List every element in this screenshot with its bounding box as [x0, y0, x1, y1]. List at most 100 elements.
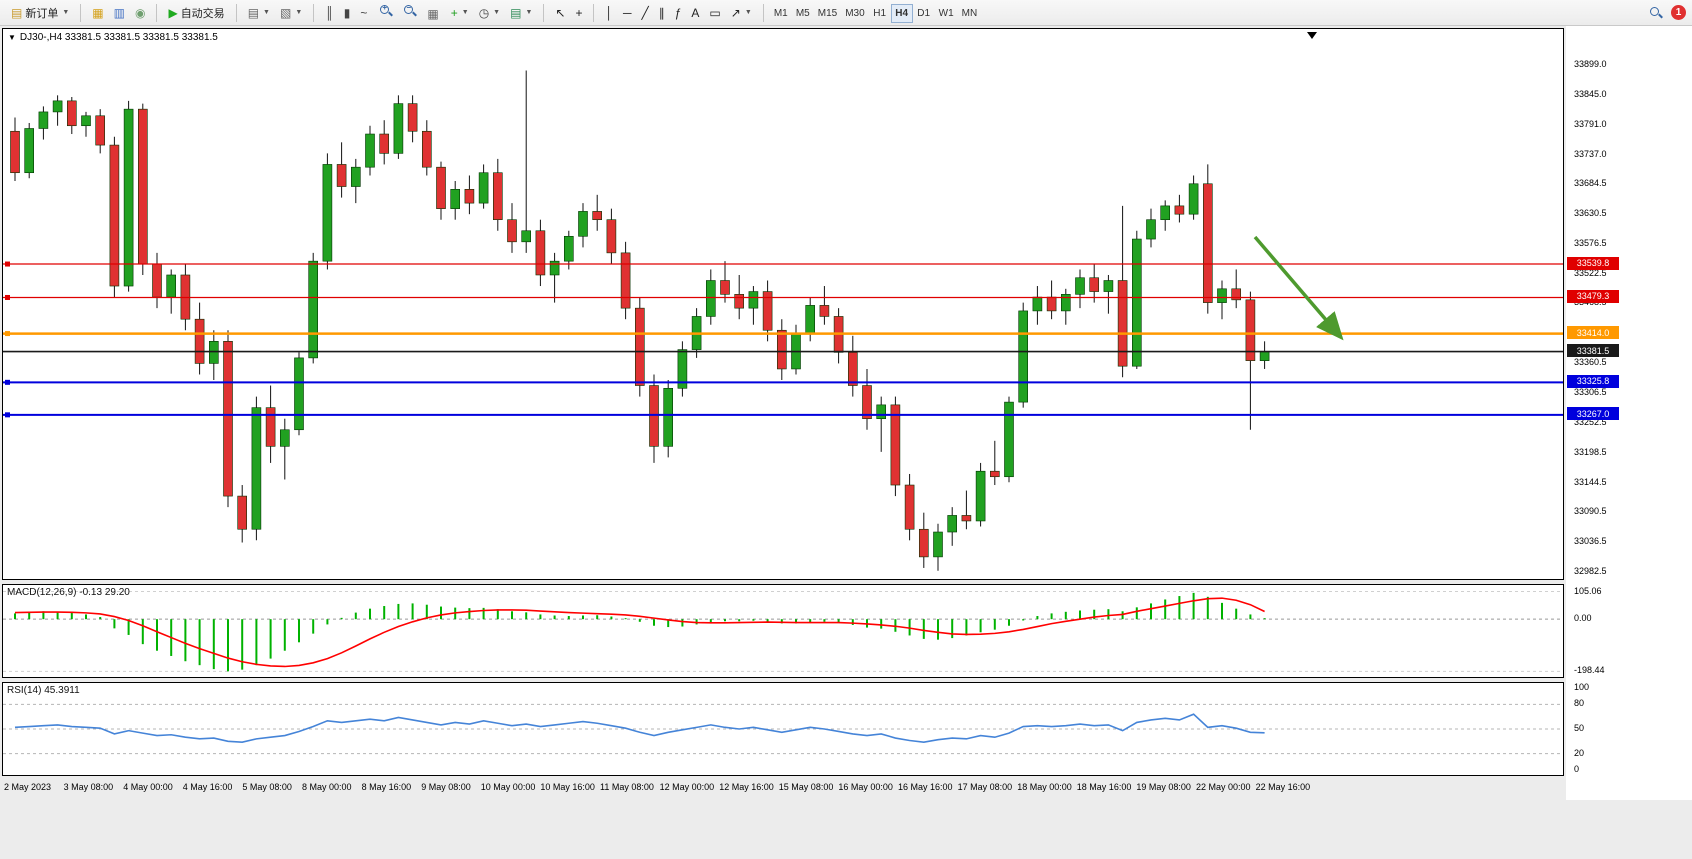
market-watch-icon[interactable]: ▦: [87, 2, 108, 23]
price-tick-label: 33630.5: [1574, 207, 1607, 218]
draw-tools-group: │ ─ ╱ ∥ ƒ A ▭ ↗ ▼: [600, 2, 756, 23]
notification-badge[interactable]: 1: [1671, 5, 1686, 20]
bar-chart-icon[interactable]: ║: [320, 2, 339, 23]
tile-windows-icon[interactable]: ▦: [422, 4, 443, 25]
tile-windows-icon: ▦: [427, 7, 439, 21]
price-tick-label: 33684.5: [1574, 178, 1607, 189]
price-tick-label: 33737.0: [1574, 149, 1607, 160]
horizontal-line-icon: ─: [622, 5, 632, 20]
time-axis-label: 8 May 00:00: [302, 782, 352, 792]
zoom-in-icon[interactable]: +: [374, 1, 398, 22]
timeframe-H1[interactable]: H1: [869, 4, 891, 23]
navigator-icon[interactable]: ◉: [130, 2, 150, 23]
templates-icon[interactable]: ▤ ▼: [505, 2, 537, 23]
time-axis-label: 9 May 08:00: [421, 782, 471, 792]
new-chart-icon[interactable]: ▤ ▼: [243, 2, 275, 23]
fibonacci-icon[interactable]: ƒ: [670, 2, 687, 23]
rsi-axis-label: 0: [1574, 764, 1580, 775]
chevron-down-icon: ▼: [493, 9, 501, 16]
data-window-icon[interactable]: ▥: [109, 2, 130, 23]
label-icon: ▭: [709, 5, 721, 20]
profiles-icon[interactable]: ▧ ▼: [275, 2, 307, 23]
crosshair-icon[interactable]: +: [570, 2, 587, 23]
indicators-icon[interactable]: + ▼: [446, 2, 474, 23]
rsi-chart[interactable]: [3, 683, 1563, 775]
timeframe-H4[interactable]: H4: [890, 3, 913, 23]
macd-label: MACD(12,26,9) -0.13 29.20: [7, 587, 130, 598]
timeframe-M15[interactable]: M15: [814, 4, 841, 23]
periods-icon[interactable]: ◷ ▼: [474, 2, 505, 23]
toolbar-separator: [313, 3, 315, 22]
chart-type-group: ║ ▮ ~: [320, 2, 372, 23]
toolbar-separator: [543, 3, 545, 22]
symbol-dropdown-icon[interactable]: ▼: [8, 33, 16, 42]
zoom-in-icon: +: [379, 3, 393, 18]
chart-shift-icon[interactable]: [1307, 32, 1317, 39]
vertical-line-icon: │: [605, 5, 613, 20]
channel-icon: ∥: [658, 5, 665, 20]
candlestick-chart-icon[interactable]: ▮: [339, 2, 356, 23]
arrows-icon: ↗: [730, 5, 741, 20]
new-order-button[interactable]: ▤ 新订单 ▼: [6, 2, 74, 23]
horizontal-line-icon[interactable]: ─: [618, 2, 637, 23]
text-icon[interactable]: A: [686, 2, 704, 23]
time-axis-label: 22 May 16:00: [1255, 782, 1311, 792]
time-axis-label: 4 May 00:00: [123, 782, 173, 792]
label-icon[interactable]: ▭: [704, 2, 725, 23]
cursor-group: ↖ +: [550, 2, 587, 23]
search-icon[interactable]: [1649, 6, 1663, 20]
new-chart-icon: ▤: [247, 5, 260, 20]
timeframe-M5[interactable]: M5: [792, 4, 814, 23]
rsi-axis-label: 80: [1574, 698, 1585, 709]
candlestick-chart[interactable]: [3, 29, 1563, 579]
vertical-line-icon[interactable]: │: [600, 2, 618, 23]
timeframe-M30[interactable]: M30: [841, 4, 868, 23]
timeframe-W1[interactable]: W1: [935, 4, 958, 23]
channel-icon[interactable]: ∥: [654, 2, 670, 23]
trendline-icon[interactable]: ╱: [636, 2, 653, 23]
price-axis[interactable]: 33899.0 33845.0 33791.0 33737.0 33684.5 33630…: [1566, 26, 1692, 800]
chevron-down-icon: ▼: [263, 9, 270, 16]
cursor-icon[interactable]: ↖: [550, 2, 570, 23]
time-axis-label: 2 May 2023: [4, 782, 52, 792]
zoom-out-icon[interactable]: −: [398, 1, 422, 22]
price-line-badge: 33325.8: [1567, 374, 1619, 388]
new-order-icon: ▤: [11, 5, 23, 20]
price-line-badge: 33381.5: [1567, 344, 1619, 358]
chevron-down-icon: ▼: [62, 9, 70, 16]
time-axis-label: 10 May 16:00: [540, 782, 595, 792]
profiles-icon: ▧: [279, 5, 292, 20]
price-tick-label: 33522.5: [1574, 267, 1607, 278]
trend-arrow-annotation[interactable]: [1253, 235, 1344, 341]
macd-axis-label: 0.00: [1574, 613, 1592, 624]
play-icon: ▶: [168, 5, 178, 20]
time-axis-label: 16 May 00:00: [838, 782, 893, 792]
bar-chart-icon: ║: [325, 5, 334, 20]
auto-trading-button[interactable]: ▶ 自动交易: [163, 2, 229, 23]
line-chart-icon[interactable]: ~: [355, 2, 372, 23]
horizontal-lines[interactable]: [3, 261, 1563, 418]
macd-chart[interactable]: [3, 585, 1563, 677]
price-tick-label: 33144.5: [1574, 476, 1607, 487]
main-price-panel[interactable]: ▼ DJ30-,H4 33381.5 33381.5 33381.5 33381…: [2, 28, 1564, 580]
timeframe-M1[interactable]: M1: [770, 4, 792, 23]
timeframe-D1[interactable]: D1: [913, 4, 935, 23]
chevron-down-icon: ▼: [295, 9, 303, 16]
price-tick-label: 33845.0: [1574, 89, 1607, 100]
time-axis-label: 11 May 08:00: [600, 782, 654, 792]
time-axis[interactable]: 2 May 2023 3 May 08:00 4 May 00:00 4 May 16…: [2, 778, 1564, 798]
zoom-out-icon: −: [403, 3, 417, 18]
arrows-icon[interactable]: ↗ ▼: [726, 2, 757, 23]
rsi-panel[interactable]: RSI(14) 45.3911: [2, 682, 1564, 776]
timeframe-MN[interactable]: MN: [958, 4, 982, 23]
timeframe-group: M1 M5 M15 M30 H1 H4 D1 W1 MN: [770, 3, 981, 23]
fibonacci-icon: ƒ: [674, 5, 682, 20]
rsi-label: RSI(14) 45.3911: [7, 685, 80, 696]
symbol-ohlc-label: ▼ DJ30-,H4 33381.5 33381.5 33381.5 33381…: [8, 32, 218, 43]
price-line-badge: 33414.0: [1567, 326, 1619, 340]
macd-panel[interactable]: MACD(12,26,9) -0.13 29.20: [2, 584, 1564, 678]
crosshair-icon: +: [575, 5, 583, 20]
indicator-tools-group: + ▼ ◷ ▼ ▤ ▼: [446, 2, 538, 23]
rsi-axis-label: 100: [1574, 681, 1590, 692]
toolbar-right: 1: [1649, 5, 1686, 20]
